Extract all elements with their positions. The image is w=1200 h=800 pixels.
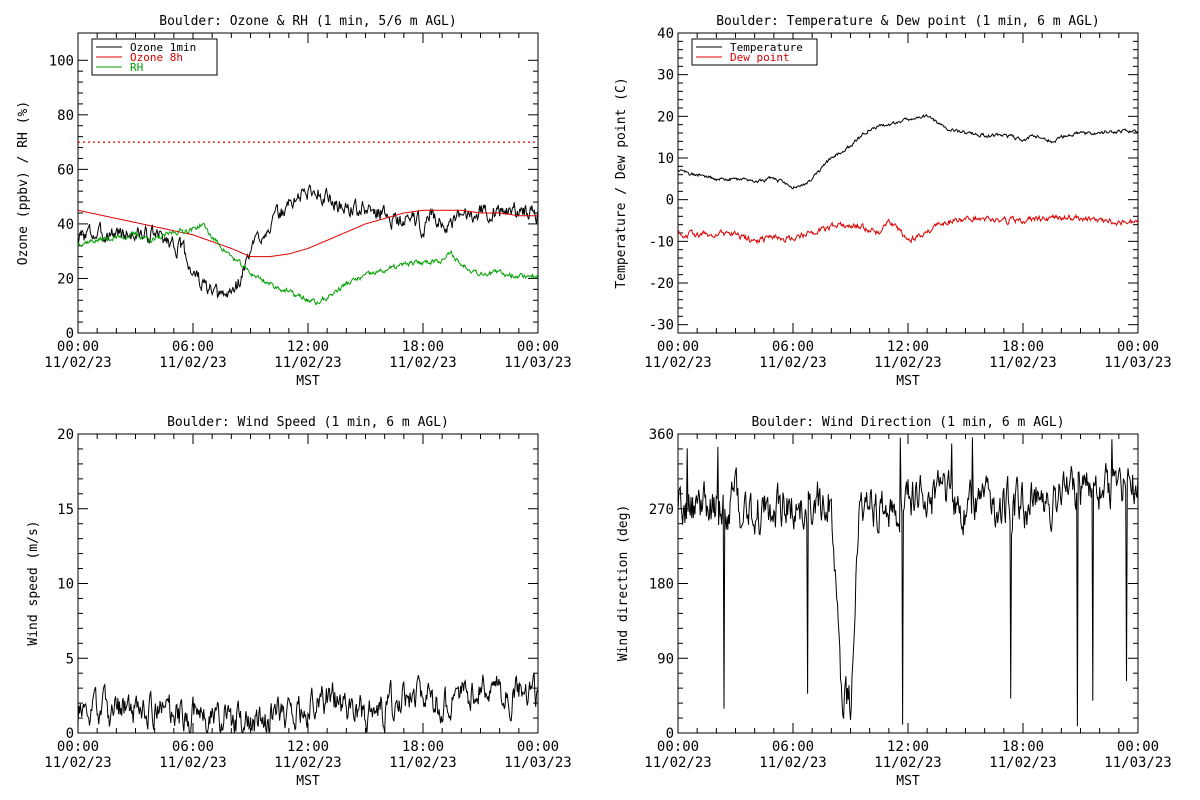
panel-wind-speed: Boulder: Wind Speed (1 min, 6 m AGL) MST… (26, 415, 572, 789)
chart-title: Boulder: Ozone & RH (1 min, 5/6 m AGL) (159, 14, 456, 29)
x-tick-date: 11/02/23 (644, 755, 711, 771)
x-tick-date: 11/02/23 (389, 755, 456, 771)
x-tick-date: 11/02/23 (759, 755, 826, 771)
legend-label: RH (130, 61, 143, 74)
legend-label: Temperature (730, 41, 803, 54)
x-tick-date: 11/02/23 (874, 355, 941, 371)
y-tick-label: 10 (57, 577, 74, 593)
x-tick-date: 11/02/23 (389, 355, 456, 371)
x-tick-date: 11/02/23 (44, 355, 111, 371)
x-tick-time: 00:00 (57, 739, 99, 755)
x-tick-time: 00:00 (57, 339, 99, 355)
panel-wind-direction: Boulder: Wind Direction (1 min, 6 m AGL)… (616, 415, 1172, 789)
y-axis-label: Temperature / Dew point (C) (614, 77, 629, 288)
series-line-wind-direction (678, 437, 1138, 727)
x-tick-date: 11/02/23 (159, 755, 226, 771)
y-axis-label: Wind direction (deg) (616, 505, 631, 662)
x-tick-date: 11/03/23 (504, 355, 571, 371)
x-tick-time: 12:00 (887, 339, 929, 355)
x-tick-time: 00:00 (657, 339, 699, 355)
legend-label: Dew point (730, 51, 790, 64)
y-tick-label: 360 (649, 427, 674, 443)
x-tick-date: 11/02/23 (644, 355, 711, 371)
series-line-rh (78, 222, 538, 306)
x-tick-date: 11/02/23 (874, 755, 941, 771)
x-tick-time: 12:00 (287, 339, 329, 355)
x-tick-date: 11/02/23 (989, 755, 1056, 771)
plot-frame (677, 433, 1139, 734)
y-tick-label: 20 (657, 109, 674, 125)
x-tick-date: 11/03/23 (504, 755, 571, 771)
x-axis-label: MST (296, 374, 320, 389)
x-tick-time: 18:00 (1002, 739, 1044, 755)
x-tick-time: 18:00 (402, 339, 444, 355)
x-tick-time: 00:00 (657, 739, 699, 755)
y-tick-label: 20 (57, 271, 74, 287)
y-axis-label: Wind speed (m/s) (26, 520, 41, 645)
y-tick-label: 40 (657, 26, 674, 42)
x-axis-label: MST (296, 774, 320, 789)
plot-frame (77, 32, 539, 334)
legend-box (691, 38, 818, 66)
panel-ozone-rh: Boulder: Ozone & RH (1 min, 5/6 m AGL) M… (16, 14, 572, 389)
x-tick-time: 12:00 (887, 739, 929, 755)
x-tick-time: 06:00 (772, 339, 814, 355)
legend-label: Ozone 8h (130, 51, 183, 64)
y-tick-label: -20 (649, 276, 674, 292)
x-tick-time: 00:00 (1117, 339, 1159, 355)
x-tick-date: 11/02/23 (759, 355, 826, 371)
y-tick-label: 15 (57, 502, 74, 518)
x-tick-time: 12:00 (287, 739, 329, 755)
chart-title: Boulder: Temperature & Dew point (1 min,… (716, 14, 1100, 29)
x-tick-time: 00:00 (517, 739, 559, 755)
x-tick-date: 11/02/23 (159, 355, 226, 371)
y-tick-label: 30 (657, 68, 674, 84)
x-tick-date: 11/02/23 (274, 355, 341, 371)
y-tick-label: 80 (57, 108, 74, 124)
x-tick-date: 11/03/23 (1104, 755, 1171, 771)
x-tick-date: 11/02/23 (989, 355, 1056, 371)
x-tick-date: 11/03/23 (1104, 355, 1171, 371)
y-tick-label: 270 (649, 502, 674, 518)
x-tick-time: 06:00 (172, 739, 214, 755)
x-axis-label: MST (896, 774, 920, 789)
series-line-dew-point (678, 213, 1138, 245)
panel-temperature-dewpoint: Boulder: Temperature & Dew point (1 min,… (614, 14, 1172, 389)
y-tick-label: 20 (57, 427, 74, 443)
y-tick-label: 180 (649, 577, 674, 593)
plot-frame (77, 433, 539, 734)
y-tick-label: 10 (657, 151, 674, 167)
y-tick-label: 5 (66, 651, 74, 667)
x-axis-label: MST (896, 374, 920, 389)
x-tick-time: 06:00 (172, 339, 214, 355)
y-tick-label: 40 (57, 217, 74, 233)
series-line-wind-speed (78, 673, 538, 733)
y-tick-label: -30 (649, 318, 674, 334)
y-tick-label: 0 (66, 326, 74, 342)
x-tick-date: 11/02/23 (274, 755, 341, 771)
chart-title: Boulder: Wind Speed (1 min, 6 m AGL) (167, 415, 449, 430)
chart-title: Boulder: Wind Direction (1 min, 6 m AGL) (751, 415, 1064, 430)
x-tick-time: 18:00 (1002, 339, 1044, 355)
x-tick-time: 18:00 (402, 739, 444, 755)
y-tick-label: 60 (57, 162, 74, 178)
series-line-ozone-1min (78, 184, 538, 299)
series-line-temperature (678, 113, 1138, 190)
x-tick-date: 11/02/23 (44, 755, 111, 771)
series-line-ozone-8h (78, 209, 538, 258)
y-tick-label: 0 (666, 726, 674, 742)
y-tick-label: 0 (66, 726, 74, 742)
plot-frame (677, 32, 1139, 334)
y-tick-label: 100 (49, 53, 74, 69)
y-tick-label: 90 (657, 651, 674, 667)
x-tick-time: 00:00 (517, 339, 559, 355)
x-tick-time: 00:00 (1117, 739, 1159, 755)
legend-label: Ozone 1min (130, 41, 196, 54)
y-tick-label: -10 (649, 234, 674, 250)
y-tick-label: 0 (666, 193, 674, 209)
y-axis-label: Ozone (ppbv) / RH (%) (16, 101, 31, 265)
x-tick-time: 06:00 (772, 739, 814, 755)
